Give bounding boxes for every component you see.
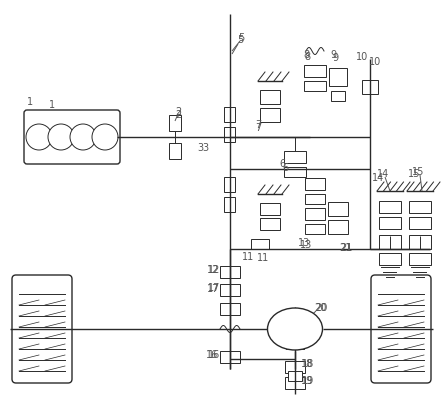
Bar bbox=[220, 284, 240, 296]
Text: 3: 3 bbox=[197, 143, 203, 153]
Text: 5: 5 bbox=[237, 35, 243, 45]
Bar bbox=[260, 203, 280, 215]
Text: 8: 8 bbox=[304, 52, 310, 62]
Text: 15: 15 bbox=[408, 168, 420, 179]
Circle shape bbox=[48, 125, 74, 151]
Text: 7: 7 bbox=[255, 120, 261, 130]
Text: 19: 19 bbox=[302, 375, 314, 385]
Text: 16: 16 bbox=[206, 349, 218, 359]
Bar bbox=[251, 239, 269, 249]
Text: 11: 11 bbox=[257, 252, 269, 262]
Text: 9: 9 bbox=[332, 53, 338, 63]
Text: 1: 1 bbox=[27, 97, 33, 107]
Text: 14: 14 bbox=[377, 168, 389, 179]
Bar bbox=[409, 202, 431, 213]
Bar bbox=[409, 235, 431, 249]
Circle shape bbox=[70, 125, 96, 151]
Bar bbox=[220, 303, 240, 315]
FancyBboxPatch shape bbox=[371, 275, 431, 383]
Bar bbox=[304, 66, 326, 78]
Text: 6: 6 bbox=[279, 159, 285, 168]
FancyBboxPatch shape bbox=[12, 275, 72, 383]
Ellipse shape bbox=[268, 308, 323, 350]
Bar bbox=[225, 107, 236, 122]
Bar bbox=[379, 217, 401, 230]
Text: 19: 19 bbox=[301, 375, 313, 385]
Bar bbox=[225, 127, 236, 142]
Bar bbox=[288, 371, 302, 381]
Text: 13: 13 bbox=[300, 239, 312, 249]
Bar bbox=[362, 81, 378, 95]
Bar bbox=[328, 220, 348, 234]
Text: 12: 12 bbox=[208, 264, 220, 274]
Bar bbox=[305, 209, 325, 220]
Text: 3: 3 bbox=[202, 143, 208, 153]
Text: 17: 17 bbox=[207, 284, 219, 293]
Text: 8: 8 bbox=[303, 50, 309, 60]
Text: 14: 14 bbox=[372, 173, 384, 183]
Text: 10: 10 bbox=[369, 57, 381, 67]
Bar bbox=[379, 202, 401, 213]
Bar bbox=[409, 217, 431, 230]
Bar bbox=[409, 254, 431, 265]
Text: 20: 20 bbox=[314, 302, 326, 312]
Bar bbox=[304, 82, 326, 92]
Text: 5: 5 bbox=[238, 33, 244, 43]
Bar bbox=[284, 168, 306, 177]
Bar bbox=[331, 92, 345, 102]
Bar bbox=[284, 320, 306, 338]
Text: 6: 6 bbox=[282, 162, 288, 173]
Bar bbox=[379, 254, 401, 265]
Text: 2: 2 bbox=[175, 110, 181, 120]
Bar bbox=[169, 144, 181, 160]
Bar bbox=[286, 339, 304, 349]
Text: 15: 15 bbox=[412, 166, 424, 177]
Bar bbox=[329, 69, 347, 87]
Bar bbox=[220, 351, 240, 363]
FancyBboxPatch shape bbox=[24, 111, 120, 164]
Bar bbox=[305, 224, 325, 234]
Text: 20: 20 bbox=[315, 302, 327, 312]
Bar bbox=[328, 202, 348, 216]
Bar bbox=[260, 91, 280, 105]
Text: 13: 13 bbox=[298, 237, 310, 247]
Bar bbox=[379, 235, 401, 249]
Bar bbox=[260, 109, 280, 123]
Circle shape bbox=[92, 125, 118, 151]
Text: 18: 18 bbox=[302, 358, 314, 368]
Text: 11: 11 bbox=[242, 252, 254, 261]
Bar bbox=[220, 266, 240, 278]
Text: 21: 21 bbox=[339, 243, 351, 252]
Text: 1: 1 bbox=[49, 100, 55, 110]
Text: 16: 16 bbox=[208, 349, 220, 359]
Bar bbox=[305, 179, 325, 190]
Text: 18: 18 bbox=[301, 358, 313, 368]
Text: 7: 7 bbox=[255, 123, 261, 133]
Text: 17: 17 bbox=[208, 282, 220, 292]
Circle shape bbox=[26, 125, 52, 151]
Bar bbox=[285, 361, 305, 373]
Bar bbox=[260, 218, 280, 230]
Bar bbox=[169, 116, 181, 132]
Bar bbox=[284, 151, 306, 164]
Text: 21: 21 bbox=[340, 243, 352, 252]
Text: 10: 10 bbox=[356, 52, 368, 62]
Text: 2: 2 bbox=[175, 107, 181, 117]
Text: 12: 12 bbox=[207, 264, 219, 274]
Bar bbox=[285, 377, 305, 389]
Text: 9: 9 bbox=[330, 50, 336, 60]
Bar bbox=[305, 194, 325, 205]
Bar bbox=[225, 177, 236, 192]
Bar bbox=[225, 197, 236, 212]
